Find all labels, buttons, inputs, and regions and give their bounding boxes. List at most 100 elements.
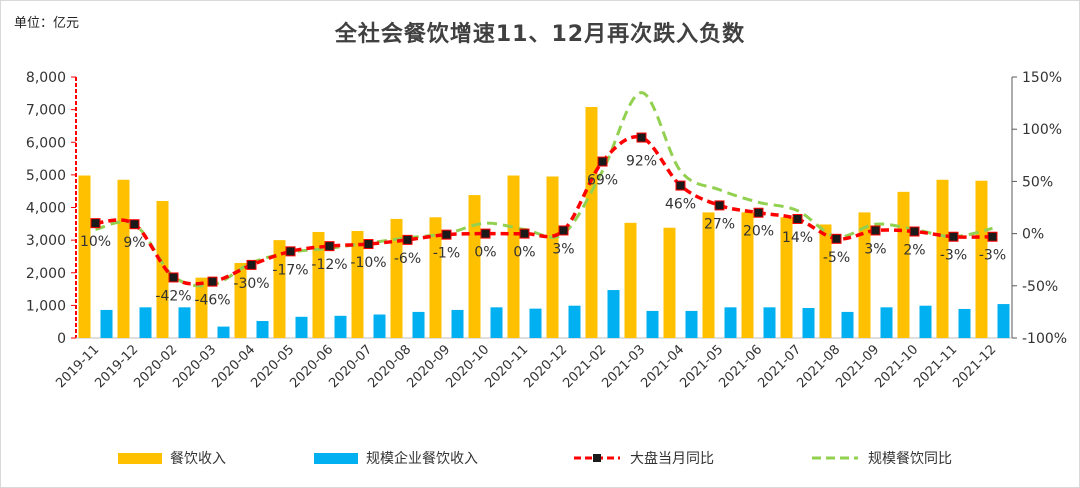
left-tick-label: 5,000 — [26, 168, 66, 184]
bar-dining-revenue — [741, 212, 754, 338]
bar-dining-revenue — [195, 277, 208, 338]
left-tick-label: 0 — [57, 331, 66, 347]
bar-large-enterprise-revenue — [958, 308, 971, 338]
bar-dining-revenue — [156, 200, 169, 338]
data-label-market-yoy: -6% — [394, 251, 421, 267]
right-tick-label: -50% — [1022, 279, 1058, 295]
data-label-market-yoy: 10% — [80, 234, 111, 250]
data-label-market-yoy: 2% — [903, 243, 925, 259]
marker-market-monthly-yoy — [558, 225, 569, 236]
marker-market-monthly-yoy — [363, 239, 374, 250]
marker-market-monthly-yoy — [480, 228, 491, 239]
bar-dining-revenue — [819, 224, 832, 338]
bar-large-enterprise-revenue — [334, 315, 347, 338]
bar-dining-revenue — [702, 212, 715, 338]
bar-large-enterprise-revenue — [412, 311, 425, 338]
bar-dining-revenue — [351, 230, 364, 338]
right-tick-label: 0% — [1022, 227, 1044, 243]
right-tick-label: 50% — [1022, 174, 1053, 190]
bar-dining-revenue — [429, 217, 442, 338]
bar-large-enterprise-revenue — [217, 326, 230, 338]
data-label-market-yoy: -17% — [272, 262, 308, 278]
bar-large-enterprise-revenue — [568, 305, 581, 338]
bar-large-enterprise-revenue — [724, 307, 737, 338]
bar-dining-revenue — [858, 212, 871, 338]
legend-swatch-bar1 — [118, 452, 162, 464]
marker-market-monthly-yoy — [948, 231, 959, 242]
left-tick-label: 8,000 — [26, 70, 66, 86]
data-label-market-yoy: 14% — [782, 230, 813, 246]
right-tick-label: -100% — [1022, 331, 1067, 347]
right-tick-label: 100% — [1022, 122, 1062, 138]
bar-large-enterprise-revenue — [295, 316, 308, 338]
data-label-market-yoy: -1% — [433, 246, 460, 262]
bar-large-enterprise-revenue — [685, 310, 698, 338]
marker-market-monthly-yoy — [675, 180, 686, 191]
bar-dining-revenue — [780, 217, 793, 338]
data-label-market-yoy: 27% — [704, 216, 735, 232]
bar-large-enterprise-revenue — [373, 314, 386, 338]
bar-large-enterprise-revenue — [763, 307, 776, 338]
marker-market-monthly-yoy — [714, 200, 725, 211]
marker-market-monthly-yoy — [402, 234, 413, 245]
marker-market-monthly-yoy — [207, 276, 218, 287]
x-tick-label: 2021-12 — [950, 342, 999, 391]
unit-label: 单位：亿元 — [14, 16, 80, 31]
left-tick-label: 3,000 — [26, 233, 66, 249]
marker-market-monthly-yoy — [324, 241, 335, 252]
data-label-market-yoy: -3% — [979, 248, 1006, 264]
bar-dining-revenue — [897, 191, 910, 338]
marker-market-monthly-yoy — [597, 156, 608, 167]
legend-item-bar1: 餐饮收入 — [118, 446, 226, 470]
data-label-market-yoy: 46% — [665, 197, 696, 213]
bar-dining-revenue — [273, 240, 286, 338]
bar-large-enterprise-revenue — [256, 321, 269, 338]
bar-large-enterprise-revenue — [451, 309, 464, 338]
bar-large-enterprise-revenue — [841, 311, 854, 338]
legend-swatch-line2 — [812, 456, 858, 460]
data-label-market-yoy: -5% — [823, 250, 850, 266]
legend-swatch-bar2 — [314, 452, 358, 464]
bar-large-enterprise-revenue — [919, 305, 932, 338]
marker-market-monthly-yoy — [168, 272, 179, 283]
data-label-market-yoy: 0% — [513, 245, 535, 261]
line-large-dining-yoy — [95, 91, 993, 288]
right-tick-label: 150% — [1022, 70, 1062, 86]
left-tick-label: 6,000 — [26, 135, 66, 151]
legend-label-bar1: 餐饮收入 — [170, 451, 226, 467]
bar-dining-revenue — [663, 227, 676, 338]
marker-market-monthly-yoy — [519, 228, 530, 239]
data-label-market-yoy: -12% — [311, 257, 347, 273]
bar-dining-revenue — [468, 195, 481, 338]
data-label-market-yoy: -10% — [350, 255, 386, 271]
legend-label-line1: 大盘当月同比 — [630, 451, 714, 467]
bar-dining-revenue — [585, 107, 598, 338]
legend-label-line2: 规模餐饮同比 — [868, 451, 952, 467]
bar-large-enterprise-revenue — [646, 310, 659, 338]
left-tick-label: 4,000 — [26, 201, 66, 217]
data-label-market-yoy: 3% — [552, 241, 574, 257]
marker-market-monthly-yoy — [870, 225, 881, 236]
legend-item-line2: 规模餐饮同比 — [810, 446, 952, 470]
data-label-market-yoy: 69% — [587, 173, 618, 189]
data-label-market-yoy: -46% — [194, 293, 230, 309]
legend-item-line1: 大盘当月同比 — [572, 446, 714, 470]
data-label-market-yoy: 20% — [743, 224, 774, 240]
legend-swatch-line1 — [574, 454, 620, 462]
bar-large-enterprise-revenue — [607, 290, 620, 338]
bar-large-enterprise-revenue — [490, 307, 503, 338]
marker-market-monthly-yoy — [831, 233, 842, 244]
bar-dining-revenue — [234, 262, 247, 338]
bar-large-enterprise-revenue — [802, 307, 815, 338]
marker-market-monthly-yoy — [909, 226, 920, 237]
bar-dining-revenue — [546, 176, 559, 338]
bar-large-enterprise-revenue — [997, 304, 1010, 338]
bar-large-enterprise-revenue — [880, 307, 893, 338]
bar-large-enterprise-revenue — [139, 307, 152, 338]
data-label-market-yoy: 0% — [474, 245, 496, 261]
legend-label-bar2: 规模企业餐饮收入 — [366, 451, 478, 467]
bar-dining-revenue — [975, 180, 988, 338]
data-label-market-yoy: -3% — [940, 248, 967, 264]
data-label-market-yoy: 3% — [864, 241, 886, 257]
